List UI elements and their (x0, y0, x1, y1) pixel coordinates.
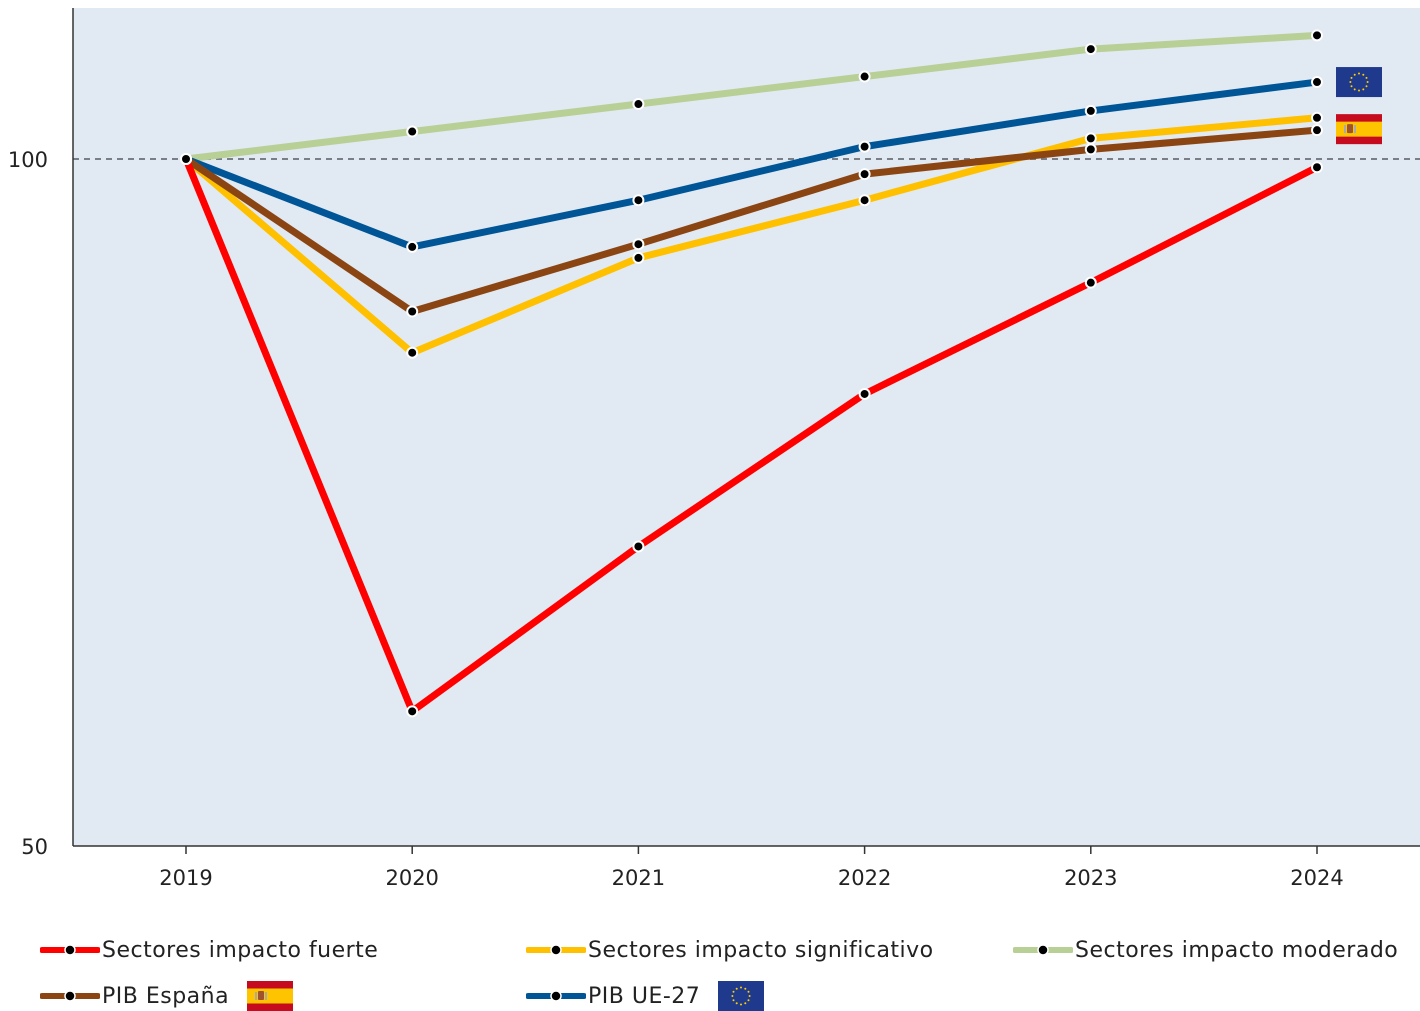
spain-flag-icon (247, 981, 294, 1011)
series-line (182, 114, 1321, 357)
data-point (406, 305, 419, 318)
data-point (632, 98, 645, 111)
data-point (406, 705, 419, 718)
x-axis-ticks: 2019 2020 2021 2022 2023 2024 (159, 846, 1344, 890)
legend: Sectores impacto fuerte Sectores impacto… (0, 925, 1420, 1011)
legend-label: Sectores impacto moderado (1075, 937, 1399, 963)
legend-swatch (40, 944, 100, 956)
data-point (632, 238, 645, 251)
legend-item-pib-espana: PIB España (40, 981, 294, 1011)
data-point (1311, 124, 1323, 137)
data-point (858, 194, 871, 207)
data-point (406, 240, 419, 253)
y-tick-label: 100 (8, 148, 48, 172)
legend-item-pib-ue27: PIB UE-27 (526, 981, 765, 1011)
data-point (406, 125, 419, 138)
x-tick-label: 2020 (385, 866, 438, 890)
data-point (858, 70, 871, 83)
data-point (1311, 29, 1323, 42)
data-point (858, 168, 871, 181)
series-line (182, 126, 1321, 316)
line-chart: 100 50 2019 2020 2021 2022 2023 2024 (8, 8, 1420, 890)
data-point (632, 194, 645, 207)
data-point (1084, 276, 1097, 289)
legend-label: Sectores impacto fuerte (102, 937, 379, 963)
data-point (632, 251, 645, 264)
series-lines (182, 31, 1321, 715)
y-tick-label: 50 (21, 835, 48, 859)
series-points (180, 29, 1323, 718)
data-point (406, 346, 419, 359)
series-line (182, 155, 1321, 715)
eu-flag-icon (718, 981, 765, 1011)
legend-swatch (526, 944, 586, 956)
legend-label: PIB UE-27 (588, 983, 701, 1009)
series-line (182, 31, 1321, 163)
legend-item-impacto-fuerte: Sectores impacto fuerte (40, 935, 378, 965)
x-tick-label: 2022 (838, 866, 891, 890)
y-axis-ticks: 100 50 (8, 148, 48, 859)
data-point (1084, 43, 1097, 56)
legend-swatch (526, 990, 586, 1002)
legend-swatch (40, 990, 100, 1002)
data-point (1311, 161, 1323, 174)
plot-area (73, 8, 1420, 846)
data-point (180, 153, 192, 165)
data-point (1084, 104, 1097, 117)
x-tick-label: 2021 (612, 866, 665, 890)
x-tick-label: 2019 (159, 866, 212, 890)
data-point (1084, 132, 1097, 145)
data-point (1084, 143, 1097, 156)
data-point (1311, 76, 1323, 89)
legend-item-impacto-moderado: Sectores impacto moderado (1013, 935, 1398, 965)
x-tick-label: 2023 (1064, 866, 1117, 890)
series-line (182, 78, 1321, 251)
spain-flag-icon (1336, 114, 1382, 145)
x-tick-label: 2024 (1290, 866, 1343, 890)
legend-item-impacto-significativo: Sectores impacto significativo (526, 935, 934, 965)
legend-swatch (1013, 944, 1073, 956)
data-point (1311, 111, 1323, 124)
data-point (858, 140, 871, 153)
data-point (632, 540, 645, 553)
legend-label: Sectores impacto significativo (588, 937, 934, 963)
legend-label: PIB España (102, 983, 230, 1009)
data-point (858, 387, 871, 400)
eu-flag-icon (1336, 67, 1382, 98)
